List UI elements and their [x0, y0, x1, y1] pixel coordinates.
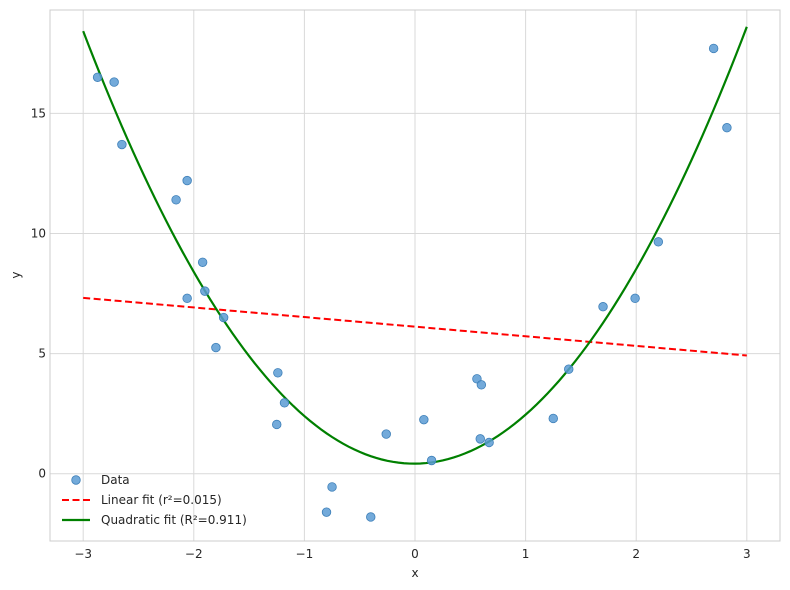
y-tick-label: 15 [31, 106, 46, 120]
x-tick-labels: −3 −2 −1 0 1 2 3 [74, 547, 750, 561]
data-point [279, 398, 290, 408]
data-point [475, 434, 485, 444]
data-point [92, 72, 103, 82]
data-point [653, 237, 664, 247]
y-axis-label: y [9, 271, 23, 278]
x-tick-label: 2 [632, 547, 640, 561]
data-point [484, 437, 494, 448]
y-tick-label: 5 [38, 347, 46, 361]
data-point [109, 77, 119, 87]
data-point [182, 175, 192, 186]
data-point [564, 364, 574, 374]
x-tick-label: −3 [74, 547, 92, 561]
legend-label: Linear fit (r²=0.015) [101, 493, 222, 507]
data-point [182, 293, 192, 304]
legend-label: Quadratic fit (R²=0.911) [101, 513, 247, 527]
legend-marker-data [71, 475, 81, 485]
data-point [381, 429, 391, 439]
y-tick-label: 0 [38, 467, 46, 481]
legend: Data Linear fit (r²=0.015) Quadratic fit (… [62, 473, 247, 527]
x-tick-label: 3 [743, 547, 751, 561]
data-point [419, 414, 429, 425]
linear-fit-line [83, 296, 747, 357]
x-tick-label: 0 [411, 547, 419, 561]
data-point [366, 512, 376, 522]
x-tick-label: −2 [185, 547, 203, 561]
data-point [171, 195, 181, 205]
data-point [708, 43, 719, 54]
scatter-points [92, 43, 732, 522]
data-point [218, 312, 229, 323]
data-point [197, 257, 208, 267]
data-point [211, 342, 221, 353]
quadratic-fit-line [82, 26, 748, 465]
fit-lines [82, 26, 748, 465]
data-point [273, 368, 283, 378]
data-point [722, 123, 732, 133]
x-tick-label: 1 [522, 547, 530, 561]
data-point [598, 302, 608, 312]
x-axis-label: x [411, 566, 418, 580]
data-point [327, 482, 337, 492]
x-tick-label: −1 [296, 547, 314, 561]
data-point [272, 419, 282, 430]
y-tick-label: 10 [31, 226, 46, 240]
data-point [476, 380, 487, 390]
data-point [630, 293, 640, 304]
data-point [200, 286, 210, 296]
data-point [426, 455, 437, 466]
legend-label: Data [101, 473, 130, 487]
data-point [548, 413, 558, 424]
data-point [117, 139, 127, 150]
grid [50, 10, 780, 541]
data-point [321, 507, 332, 517]
plot-frame [49, 9, 781, 542]
y-tick-labels: 0 5 10 15 [31, 106, 46, 480]
